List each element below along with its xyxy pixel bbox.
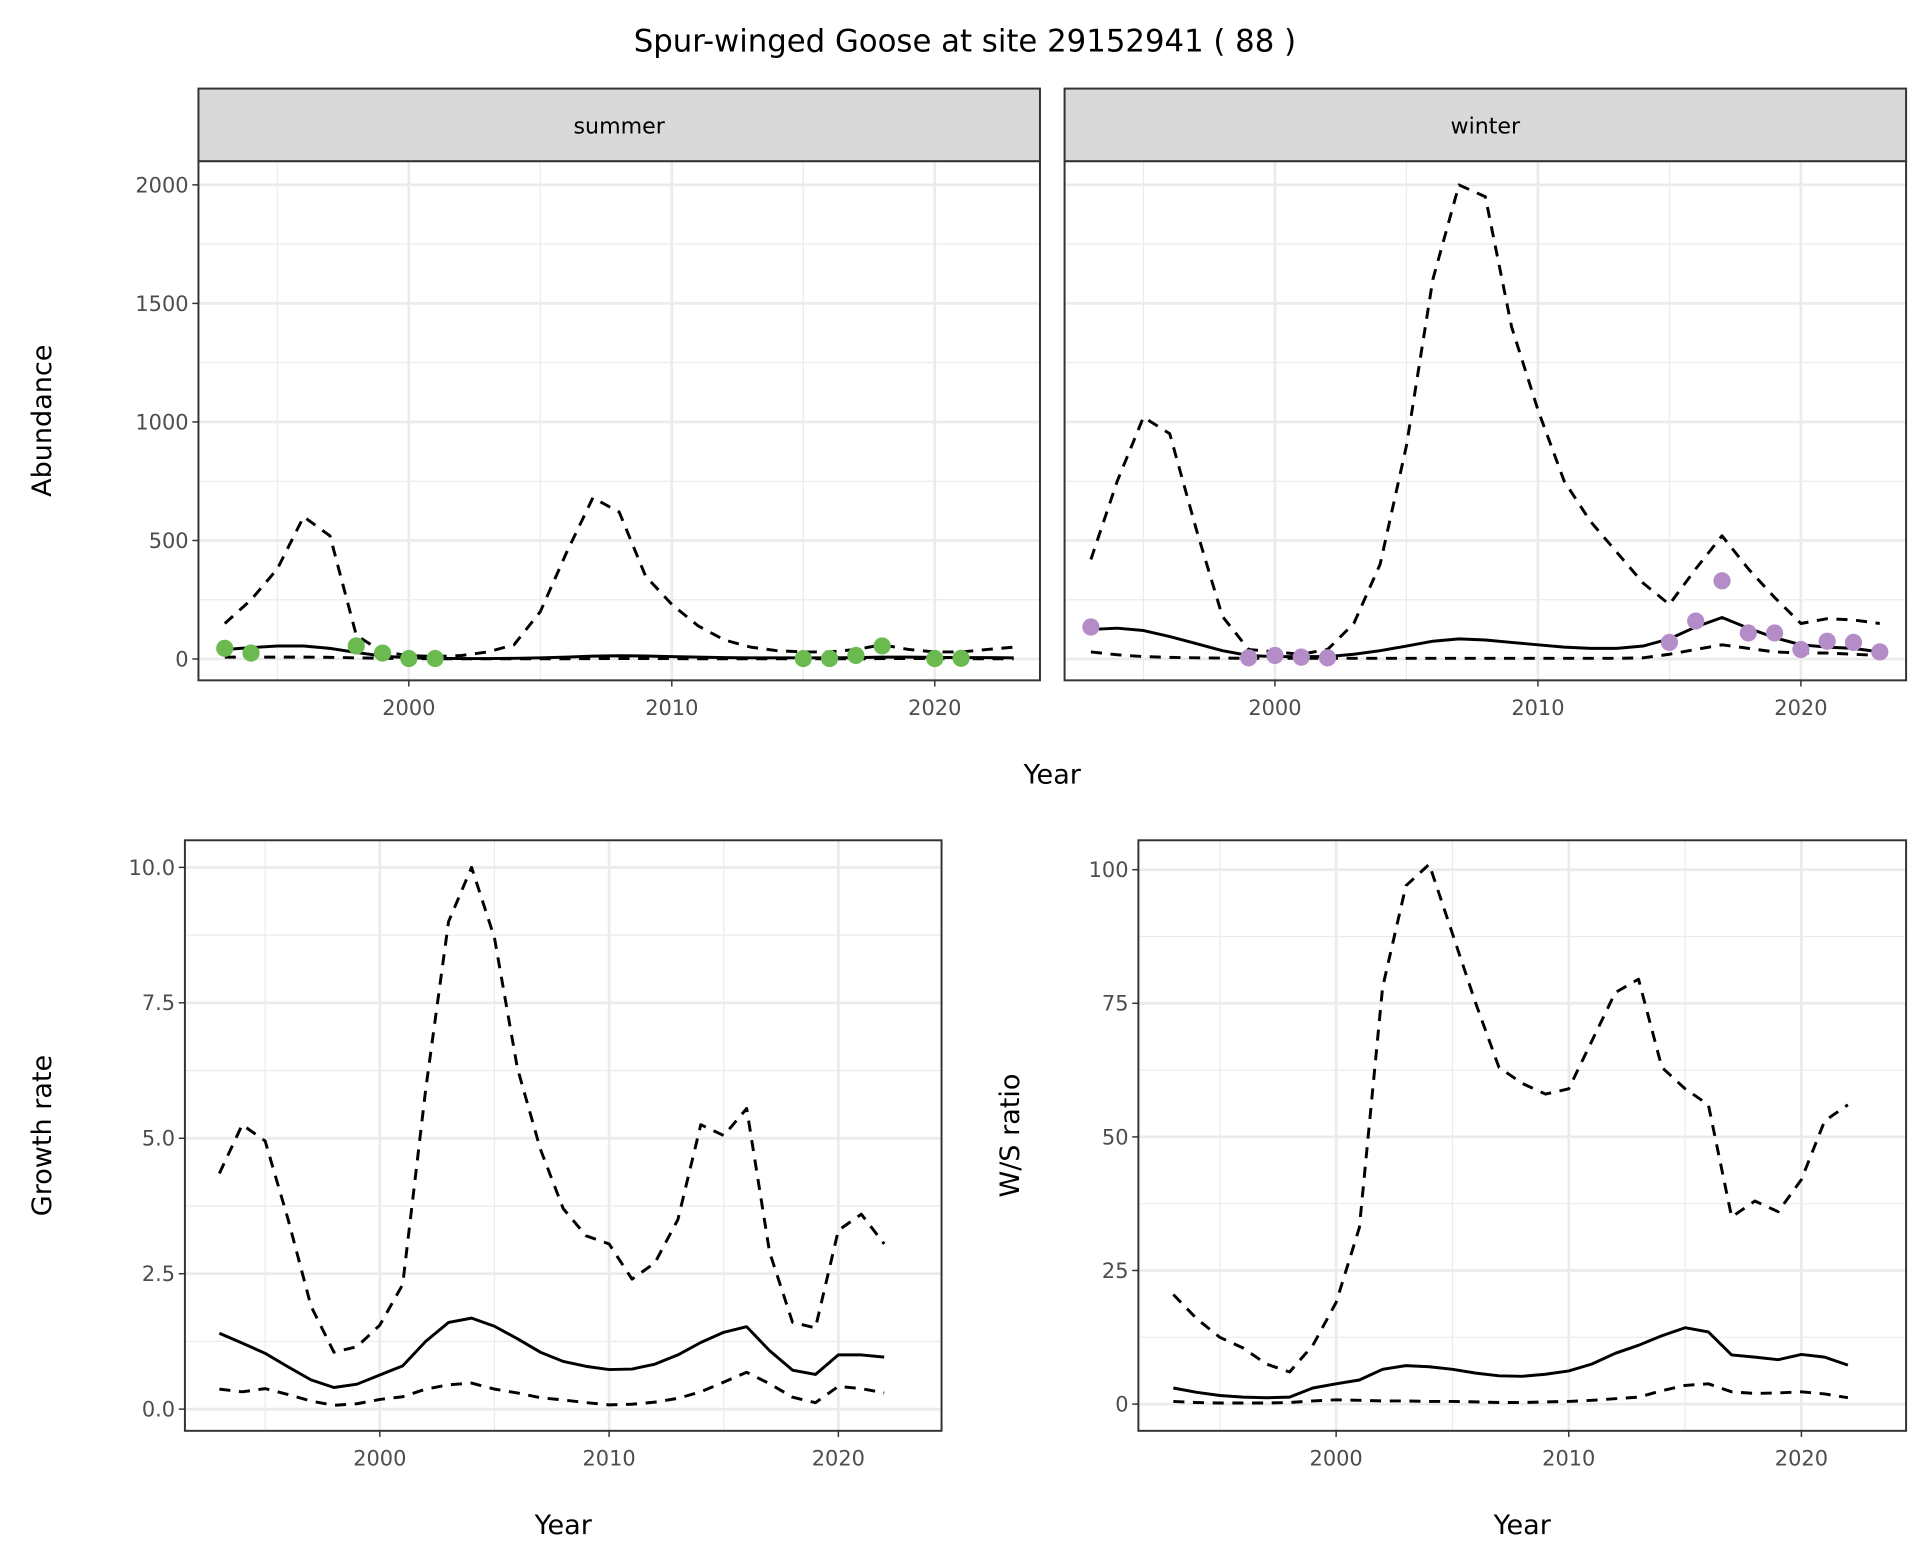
y-tick-label: 0.0	[142, 1398, 175, 1422]
y-tick-label: 2000	[135, 173, 188, 197]
y-tick-label: 7.5	[142, 991, 175, 1015]
facet-strip	[1063, 87, 1908, 163]
x-tick-label: 2020	[1774, 696, 1827, 720]
series-line-estimate	[1173, 1326, 1849, 1400]
panel-winter: 2000 2010 2020 winter	[1063, 87, 1908, 720]
x-axis-title: Year	[1023, 760, 1082, 791]
data-point	[952, 649, 970, 667]
panel-w-s-ratio: 0 25 50 75 100 2000 2010 2020 W/S ratio Year	[995, 839, 1908, 1541]
y-tick-label: 5.0	[142, 1127, 175, 1151]
data-point	[1266, 646, 1284, 665]
y-tick-label: 500	[149, 529, 189, 553]
x-tick-label: 2010	[1542, 1446, 1595, 1470]
x-axis-title: Year	[1493, 1510, 1552, 1541]
data-point	[1687, 612, 1705, 630]
x-tick-label: 2000	[1248, 696, 1301, 720]
x-tick-label: 2020	[908, 696, 961, 720]
y-tick-label: 75	[1102, 992, 1129, 1016]
x-tick-label: 2000	[353, 1446, 406, 1470]
data-point	[1765, 624, 1784, 642]
y-axis-title: W/S ratio	[995, 1074, 1026, 1198]
data-point	[347, 637, 365, 655]
data-point	[242, 644, 260, 662]
panel-border	[183, 839, 943, 1432]
x-axis-title: Year	[534, 1510, 593, 1541]
y-axis-title: Growth rate	[27, 1055, 58, 1216]
data-point	[373, 644, 392, 662]
data-point	[400, 649, 418, 668]
y-tick-label: 0	[1115, 1392, 1128, 1416]
data-point	[847, 646, 865, 665]
y-tick-label: 0	[175, 647, 188, 671]
y-tick-label: 2.5	[142, 1262, 175, 1286]
series-line-upper	[1089, 183, 1880, 656]
x-tick-label: 2020	[812, 1446, 865, 1470]
x-tick-label: 2020	[1775, 1446, 1828, 1470]
facet-label: winter	[1451, 113, 1522, 139]
y-tick-label: 10.0	[129, 856, 176, 880]
data-point	[1240, 649, 1258, 667]
data-point	[1739, 624, 1757, 642]
series-line-lower	[219, 1370, 885, 1407]
data-point	[1660, 633, 1679, 652]
data-point	[426, 649, 444, 668]
figure-title: Spur-winged Goose at site 29152941 ( 88 …	[634, 24, 1296, 60]
data-point	[1713, 572, 1731, 590]
x-tick-label: 2000	[382, 696, 435, 720]
data-point	[1818, 632, 1836, 650]
data-point	[794, 649, 812, 668]
facet-label: summer	[574, 113, 666, 139]
series-line-upper	[218, 865, 886, 1354]
series-line-lower	[1173, 1382, 1849, 1405]
y-tick-label: 1500	[135, 292, 188, 316]
x-tick-label: 2000	[1310, 1446, 1363, 1470]
data-point	[1082, 618, 1100, 636]
series-line-lower	[224, 655, 1014, 661]
y-tick-label: 50	[1102, 1125, 1129, 1149]
panel-border	[1137, 839, 1908, 1432]
x-tick-label: 2010	[582, 1446, 635, 1470]
series-line-estimate	[218, 1316, 885, 1389]
data-point	[1844, 633, 1863, 652]
data-point	[820, 649, 839, 668]
data-point	[1292, 648, 1310, 666]
series-line-upper	[223, 496, 1014, 659]
series-line-lower	[1090, 643, 1880, 660]
data-point	[873, 637, 891, 655]
series-line-upper	[1172, 862, 1849, 1374]
y-axis-title: Abundance	[27, 345, 58, 497]
data-point	[926, 649, 944, 668]
y-tick-label: 100	[1089, 858, 1129, 882]
plot-background	[184, 840, 942, 1431]
x-tick-label: 2010	[645, 696, 698, 720]
data-point	[1871, 643, 1889, 661]
y-tick-label: 25	[1102, 1259, 1129, 1283]
y-tick-label: 1000	[135, 410, 188, 434]
facet-strip	[197, 87, 1041, 163]
x-tick-label: 2010	[1511, 696, 1564, 720]
panel-growth-rate: 0.0 2.5 5.0 7.5 10.0 2000 2010 2020 Growth rate Y…	[27, 839, 943, 1541]
data-point	[216, 639, 234, 657]
data-point	[1318, 649, 1337, 667]
data-point	[1792, 640, 1810, 659]
panel-summer: 0 500 1000 1500 2000 2000 2010 2020 summer Abunda…	[27, 87, 1041, 720]
